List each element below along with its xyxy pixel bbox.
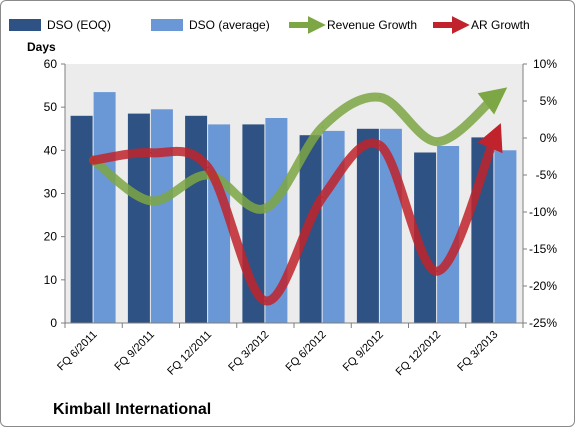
point-revenue-growth-6 [379,96,381,99]
y-left-tick-label: 20 [44,230,58,244]
point-revenue-growth-5 [321,126,324,128]
point-revenue-growth-2 [150,200,152,202]
bar-dso-eoq-2 [127,113,150,323]
bar-dso-average-5 [322,130,345,323]
x-tick-label: FQ 3/2012 [226,329,271,374]
point-revenue-growth-4 [264,207,267,210]
point-ar-growth-5 [321,196,324,198]
x-tick-label: FQ 6/2011 [55,329,100,374]
y-right-tick-label: -5% [536,168,558,182]
bar-dso-average-4 [265,118,288,323]
legend-label-ar-growth: AR Growth [471,18,530,32]
bar-dso-average-1 [93,92,116,323]
x-tick-label: FQ 6/2012 [284,329,329,374]
bar-dso-average-8 [494,150,517,323]
y-left-tick-label: 0 [50,316,57,330]
y-right-tick-label: -25% [529,316,557,330]
y-right-tick-label: 10% [533,57,557,71]
y-left-tick-label: 60 [44,57,58,71]
point-ar-growth-7 [436,270,438,273]
lines-layer [89,87,508,306]
bar-dso-eoq-1 [70,115,93,323]
y-right-tick-label: 5% [540,94,558,108]
bar-dso-average-7 [437,146,460,323]
x-tick-label: FQ 9/2012 [341,329,386,374]
point-ar-growth-4 [264,300,267,302]
point-ar-growth-3 [207,166,209,169]
line-revenue-growth [89,87,508,214]
point-ar-growth-6 [379,144,381,147]
y-left-tick-label: 50 [44,100,58,114]
y-left-tick-label: 30 [44,187,58,201]
legend-label-dso-average: DSO (average) [189,18,270,32]
point-revenue-growth-8 [493,96,496,99]
y-right-tick-label: 0% [540,131,558,145]
y-left-tick-label: 40 [44,143,58,157]
bar-dso-eoq-3 [185,115,208,323]
y-right-tick-label: -20% [529,279,557,293]
point-ar-growth-1 [92,159,95,161]
y-left-axis-label: Days [27,40,56,54]
chart-title: Kimball International [53,401,211,418]
y-left-tick-label: 10 [44,273,58,287]
bar-dso-average-2 [150,109,173,323]
bars-layer [70,92,517,324]
legend-swatch-dso-average [151,19,183,31]
x-tick-label: FQ 9/2011 [112,329,157,374]
x-tick-label: FQ 3/2013 [455,329,500,374]
legend-label-revenue-growth: Revenue Growth [327,18,417,32]
x-tick-label: FQ 12/2011 [165,329,214,378]
point-revenue-growth-7 [436,140,438,143]
point-ar-growth-2 [150,152,152,154]
legend-label-dso-eoq: DSO (EOQ) [47,18,111,32]
legend-swatch-dso-eoq [9,19,41,31]
y-right-tick-label: -15% [529,242,557,256]
point-ar-growth-8 [493,137,496,139]
y-right-tick-label: -10% [529,205,557,219]
bar-dso-eoq-7 [414,152,437,323]
bar-dso-eoq-6 [356,128,379,324]
legend: DSO (EOQ) DSO (average) Revenue Growth AR G… [9,16,530,34]
x-tick-label: FQ 12/2012 [394,329,444,379]
